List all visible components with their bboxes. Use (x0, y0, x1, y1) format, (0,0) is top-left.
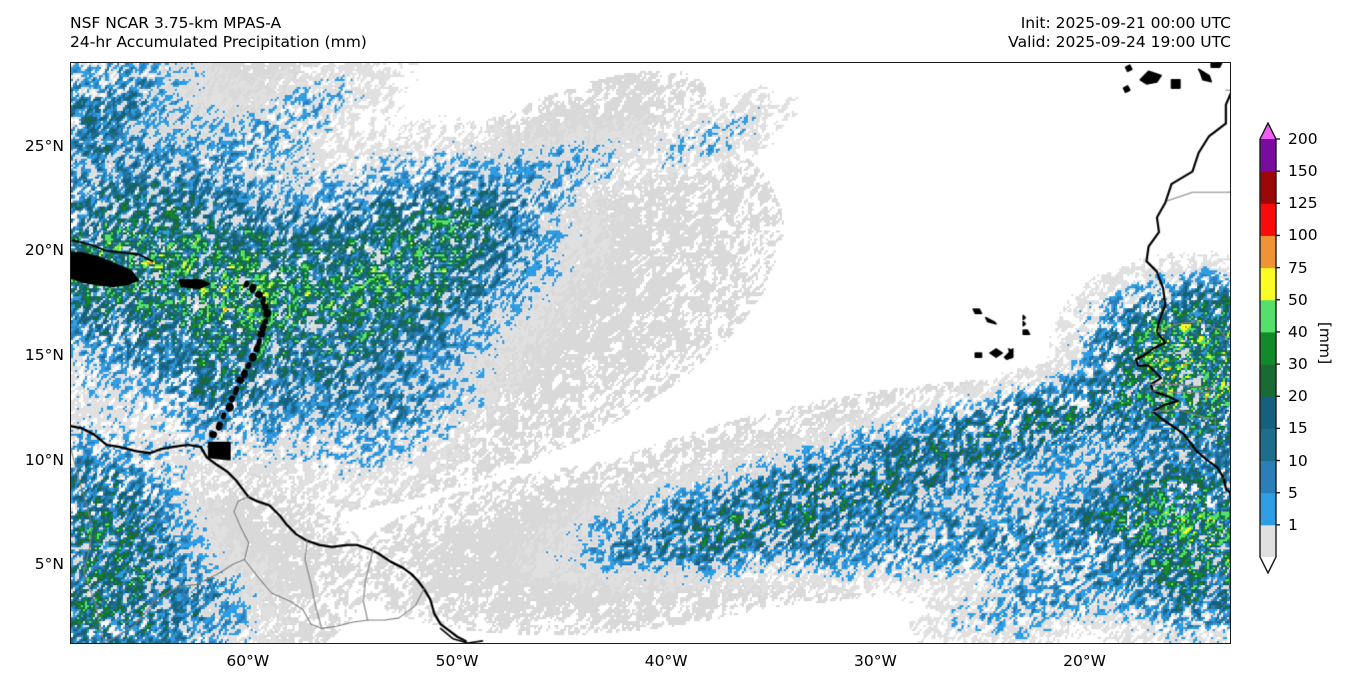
longitude-tick-label: 60°W (226, 652, 270, 670)
model-title-block: NSF NCAR 3.75-km MPAS-A 24-hr Accumulate… (70, 14, 367, 52)
colorbar-tick-label: 75 (1288, 258, 1308, 277)
forecast-time-block: Init: 2025-09-21 00:00 UTC Valid: 2025-0… (1008, 14, 1231, 52)
colorbar-tick-label: 100 (1288, 226, 1318, 245)
colorbar-tick-label: 50 (1288, 290, 1308, 309)
colorbar-unit-label: [mm] (1316, 321, 1334, 365)
longitude-tick-label: 50°W (435, 652, 479, 670)
map-plot-area[interactable] (70, 62, 1231, 644)
valid-time: Valid: 2025-09-24 19:00 UTC (1008, 33, 1231, 51)
latitude-tick-label: 20°N (24, 241, 64, 260)
latitude-tick-label: 15°N (24, 346, 64, 365)
init-time: Init: 2025-09-21 00:00 UTC (1020, 14, 1231, 32)
model-name: NSF NCAR 3.75-km MPAS-A (70, 14, 282, 32)
colorbar-tick-label: 125 (1288, 194, 1318, 213)
field-description: 24-hr Accumulated Precipitation (mm) (70, 33, 367, 51)
colorbar-tick-label: 30 (1288, 355, 1308, 374)
longitude-tick-label: 30°W (853, 652, 897, 670)
colorbar[interactable] (1256, 122, 1280, 574)
colorbar-tick-label: 10 (1288, 451, 1308, 470)
precipitation-map-canvas[interactable] (71, 63, 1230, 643)
longitude-tick-label: 20°W (1063, 652, 1106, 670)
colorbar-tick-label: 150 (1288, 162, 1318, 181)
latitude-tick-label: 5°N (34, 555, 64, 574)
colorbar-tick-label: 40 (1288, 322, 1308, 341)
latitude-tick-label: 25°N (24, 136, 64, 155)
longitude-tick-label: 40°W (644, 652, 688, 670)
colorbar-tick-label: 20 (1288, 387, 1308, 406)
latitude-tick-label: 10°N (24, 450, 64, 469)
colorbar-tick-label: 1 (1288, 515, 1298, 534)
colorbar-tick-label: 5 (1288, 483, 1298, 502)
colorbar-tick-label: 200 (1288, 130, 1318, 148)
colorbar-tick-label: 15 (1288, 419, 1308, 438)
colorbar-gradient (1259, 122, 1280, 574)
